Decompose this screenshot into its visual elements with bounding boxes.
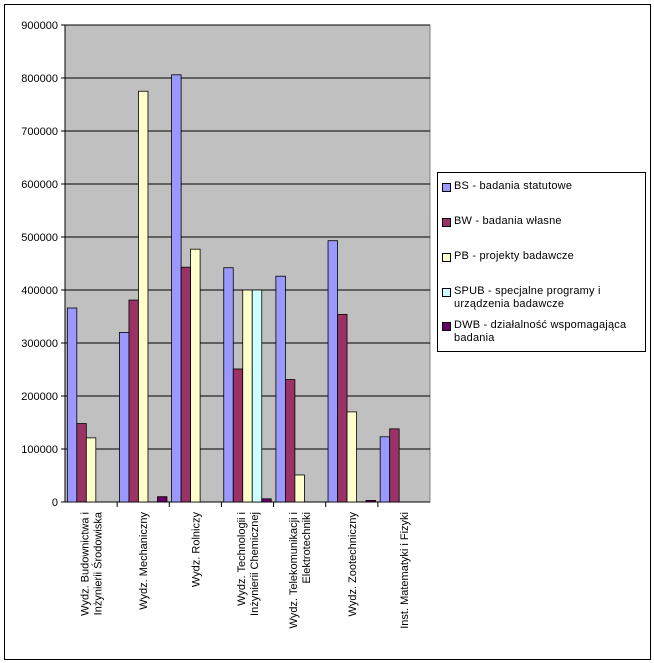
x-tick-label: Wydz. Zootechniczny <box>347 512 359 617</box>
y-tick-label: 400000 <box>21 285 58 297</box>
legend-swatch-bs <box>442 183 451 192</box>
x-tick-label: Wydz. Rolniczy <box>190 512 202 588</box>
legend-label-pb: PB - projekty badawcze <box>454 250 574 262</box>
y-tick-label: 900000 <box>21 20 58 32</box>
bar <box>346 411 357 503</box>
y-tick-label: 700000 <box>21 126 58 138</box>
legend-swatch-dwb <box>442 322 451 331</box>
bar <box>128 299 139 503</box>
bar <box>223 267 234 503</box>
bar <box>138 90 149 503</box>
y-tick-label: 300000 <box>21 338 58 350</box>
legend-label-spub: SPUB - specjalne programy i urządzenia b… <box>454 285 601 310</box>
legend-item-bw: BW - badania własne <box>442 215 644 228</box>
bar <box>171 74 182 503</box>
legend-swatch-spub <box>442 288 451 297</box>
y-tick-label: 0 <box>52 497 58 509</box>
y-tick-label: 100000 <box>21 444 58 456</box>
legend-item-bs: BS - badania statutowe <box>442 180 644 193</box>
legend: BS - badania statutowe BW - badania włas… <box>437 172 646 352</box>
x-tick-label: Wydz. Technologii i <box>236 512 248 606</box>
bar <box>275 275 286 503</box>
bar <box>379 436 391 503</box>
bar <box>180 266 192 503</box>
x-tick-label: Inst. Matematyki i Fizyki <box>399 512 411 629</box>
x-tick-label: Inżynierii Środowiska <box>92 511 105 615</box>
bar <box>76 423 87 503</box>
bar <box>119 331 130 503</box>
bar <box>389 428 400 503</box>
legend-item-spub: SPUB - specjalne programy i urządzenia b… <box>442 285 644 311</box>
bar <box>251 289 263 503</box>
bar <box>327 240 338 503</box>
y-tick-label: 500000 <box>21 232 58 244</box>
legend-swatch-bw <box>442 218 451 227</box>
x-tick-label: Wydz. Telekomunikacji i <box>288 512 300 628</box>
x-tick-label: Inżynierii Chemicznej <box>249 512 261 616</box>
legend-item-pb: PB - projekty badawcze <box>442 250 644 263</box>
x-tick-label: Elektrotechniki <box>301 512 313 584</box>
bar <box>365 500 376 503</box>
bar <box>294 474 305 503</box>
bar <box>190 248 201 503</box>
bar <box>157 496 168 503</box>
y-tick-label: 800000 <box>21 73 58 85</box>
legend-item-dwb: DWB - działalność wspomagająca badania <box>442 319 644 345</box>
x-tick-label: Wydz. Mechaniczny <box>138 512 150 610</box>
bar <box>337 313 348 503</box>
y-tick-label: 600000 <box>21 179 58 191</box>
bar <box>66 307 78 503</box>
y-tick-label: 200000 <box>21 391 58 403</box>
legend-label-dwb: DWB - działalność wspomagająca badania <box>454 319 627 344</box>
bar <box>261 498 272 503</box>
bar <box>242 289 253 503</box>
legend-label-bs: BS - badania statutowe <box>454 180 573 192</box>
legend-swatch-pb <box>442 253 451 262</box>
bar <box>232 368 244 503</box>
legend-label-bw: BW - badania własne <box>454 215 562 227</box>
x-tick-label: Wydz. Budownictwa i <box>80 512 92 616</box>
bar <box>85 437 97 503</box>
bar <box>284 379 296 503</box>
